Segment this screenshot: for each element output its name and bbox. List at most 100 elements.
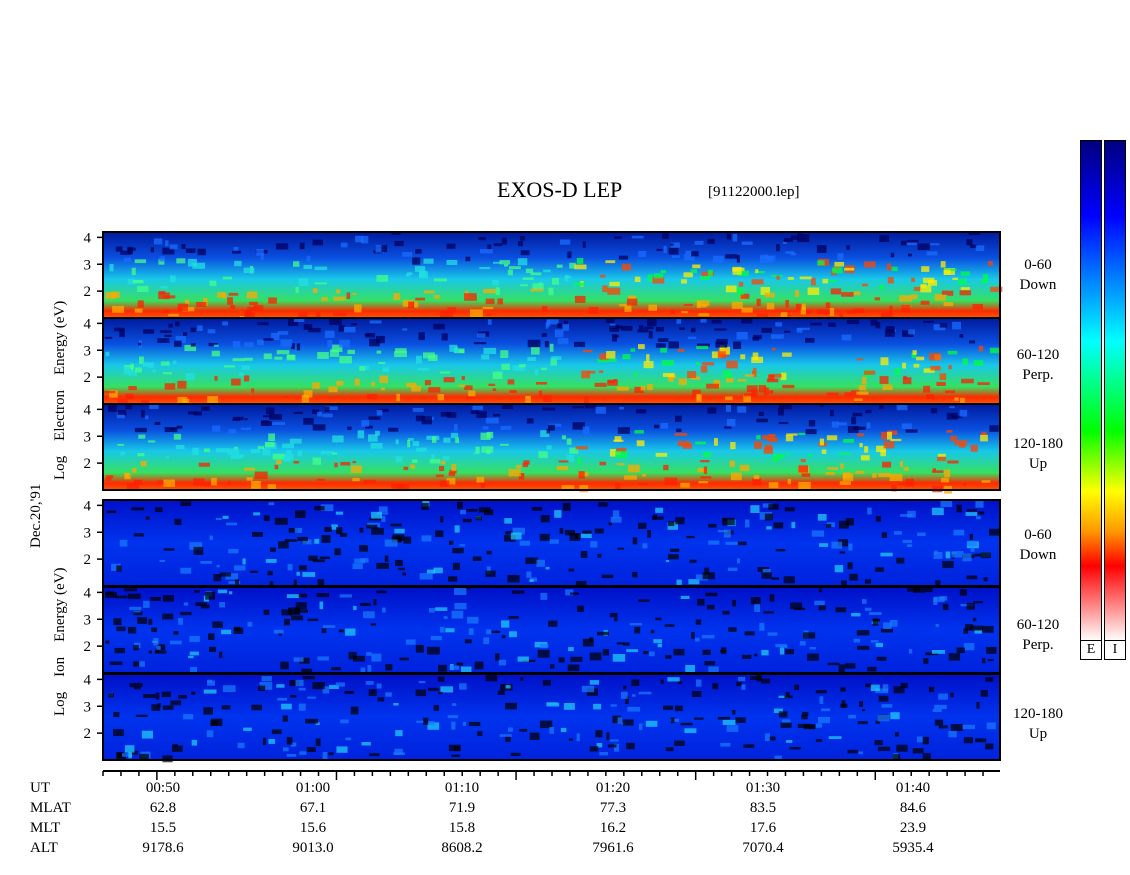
spectrogram-pixel xyxy=(731,301,743,309)
spectrogram-pixel xyxy=(811,530,824,537)
spectrogram-pixel xyxy=(272,422,286,425)
spectrogram-pixel xyxy=(159,256,165,262)
spectrogram-pixel xyxy=(756,418,768,423)
spectrogram-pixel xyxy=(327,340,333,348)
spectrogram-pixel xyxy=(703,451,711,458)
spectrogram-pixel xyxy=(688,579,700,585)
spectrogram-pixel xyxy=(946,412,958,420)
spectrogram-pixel xyxy=(282,443,294,449)
spectrogram-pixel xyxy=(539,533,550,541)
spectrogram-pixel xyxy=(437,394,444,401)
spectrogram-pixel xyxy=(722,370,732,379)
spectrogram-pixel xyxy=(293,461,300,464)
spectrogram-pixel xyxy=(560,727,567,732)
spectrogram-pixel xyxy=(577,605,584,612)
spectrogram-pixel xyxy=(151,627,158,632)
spectrogram-pixel xyxy=(717,351,726,359)
spectrogram-pixel xyxy=(189,636,200,642)
spectrogram-pixel xyxy=(488,383,496,386)
spectrogram-pixel xyxy=(700,318,707,323)
spectrogram-pixel xyxy=(165,240,169,247)
spectrogram-pixel xyxy=(828,736,842,739)
spectrogram-pixel xyxy=(879,404,884,409)
spectrogram-pixel xyxy=(683,303,693,306)
spectrogram-pixel xyxy=(597,553,602,558)
spectrogram-pixel xyxy=(177,396,188,404)
spectrogram-pixel xyxy=(632,537,638,545)
orbit-value-mlat: 71.9 xyxy=(448,800,476,816)
spectrogram-pixel xyxy=(288,318,298,326)
orbit-value-ut: 01:30 xyxy=(745,780,781,796)
spectrogram-pixel xyxy=(636,409,647,414)
spectrogram-pixel xyxy=(439,466,445,472)
spectrogram-pixel xyxy=(464,293,477,301)
spectrogram-pixel xyxy=(329,318,342,325)
spectrogram-pixel xyxy=(312,457,321,465)
spectrogram-pixel xyxy=(761,327,772,333)
spectrogram-pixel xyxy=(434,278,447,282)
spectrogram-pixel xyxy=(410,464,416,469)
spectrogram-pixel xyxy=(750,676,762,680)
spectrogram-pixel xyxy=(669,548,680,552)
spectrogram-pixel xyxy=(187,411,197,415)
spectrogram-pixel xyxy=(127,626,137,634)
spectrogram-pixel xyxy=(847,562,853,570)
spectrogram-pixel xyxy=(722,719,736,725)
spectrogram-pixel xyxy=(285,450,292,454)
spectrogram-pixel xyxy=(617,717,622,724)
spectrogram-pixel xyxy=(507,379,515,385)
spectrogram-pixel xyxy=(697,467,708,473)
spectrogram-pixel xyxy=(696,362,700,366)
spectrogram-pixel xyxy=(893,754,901,761)
spectrogram-pixel xyxy=(462,722,467,726)
spectrogram-pixel xyxy=(844,392,852,397)
spectrogram-pixel xyxy=(852,412,863,417)
spectrogram-pixel xyxy=(973,617,977,622)
spectrogram-pixel xyxy=(298,687,306,691)
spectrogram-pixel xyxy=(777,407,784,416)
spectrogram-pixel xyxy=(891,485,897,492)
spectrogram-pixel xyxy=(857,433,865,437)
spectrogram-pixel xyxy=(263,353,272,360)
spectrogram-pixel xyxy=(981,480,991,483)
spectrogram-pixel xyxy=(231,454,244,458)
spectrogram-pixel xyxy=(527,357,536,362)
spectrogram-pixel xyxy=(479,249,493,254)
spectrogram-pixel xyxy=(343,327,356,333)
spectrogram-pixel xyxy=(983,274,989,282)
spectrogram-pixel xyxy=(577,457,582,465)
spectrogram-pixel xyxy=(105,351,110,357)
spectrogram-pixel xyxy=(371,511,382,519)
spectrogram-pixel xyxy=(402,299,413,307)
spectrogram-pixel xyxy=(412,408,424,412)
spectrogram-pixel xyxy=(800,459,806,463)
spectrogram-pixel xyxy=(922,753,931,761)
panel-angle: 0-60 xyxy=(1024,527,1052,543)
spectrogram-pixel xyxy=(830,409,834,417)
spectrogram-pixel xyxy=(564,275,572,279)
spectrogram-pixel xyxy=(431,454,435,460)
spectrogram-pixel xyxy=(638,522,647,529)
spectrogram-pixel xyxy=(450,432,459,439)
spectrogram-pixel xyxy=(648,330,653,339)
spectrogram-pixel xyxy=(568,738,573,741)
spectrogram-pixel xyxy=(345,737,352,741)
spectrogram-pixel xyxy=(980,434,988,442)
spectrogram-pixel xyxy=(959,589,967,596)
spectrogram-pixel xyxy=(758,385,767,393)
spectrogram-pixel xyxy=(877,714,890,722)
spectrogram-pixel xyxy=(959,334,964,338)
spectrogram-pixel xyxy=(265,559,277,563)
spectrogram-pixel xyxy=(170,427,176,430)
panel-border xyxy=(102,673,1001,761)
spectrogram-pixel xyxy=(212,425,221,432)
orbit-value-alt: 9178.6 xyxy=(142,840,184,856)
spectrogram-pixel xyxy=(111,563,121,571)
spectrogram-pixel xyxy=(662,233,669,239)
spectrogram-pixel xyxy=(378,506,388,513)
spectrogram-pixel xyxy=(696,345,709,350)
spectrogram-pixel xyxy=(887,430,898,435)
spectrogram-pixel xyxy=(754,604,760,612)
spectrogram-pixel xyxy=(681,311,688,314)
spectrogram-pixel xyxy=(256,339,264,346)
